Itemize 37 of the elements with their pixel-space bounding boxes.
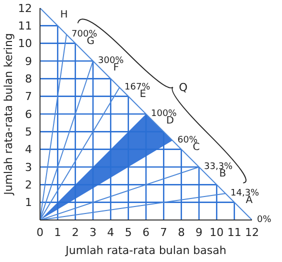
annotation: G [86,36,94,47]
x-tick-label: 6 [142,226,150,239]
y-tick-label: 1 [25,196,32,210]
x-tick-label: 7 [160,226,168,239]
y-tick-label: 3 [25,160,32,174]
y-tick-label: 8 [25,72,32,86]
y-tick-label: 12 [18,2,32,15]
x-tick-label: 2 [72,226,79,239]
annotation: A [246,194,253,206]
x-tick-label: 0 [36,226,44,239]
x-axis-title: Jumlah rata-rata bulan basah [64,244,226,257]
x-tick-label: 10 [210,226,224,239]
x-tick-label: 3 [90,226,96,239]
x-tick-label: 12 [245,226,259,239]
y-tick-label: 7 [25,90,32,104]
x-tick-label: 4 [107,226,114,239]
annotation: H [60,9,68,20]
y-tick-label: 11 [18,20,32,33]
x-tick-label: 9 [196,226,202,239]
x-tick-label: 1 [54,226,62,239]
annotation: F [113,62,120,74]
y-tick-label: 2 [25,178,32,192]
y-tick-label: 9 [25,54,32,68]
annotation: B [219,168,226,180]
annotation: 0% [257,215,272,225]
annotation: Q [178,81,188,94]
y-axis-title: Jumlah rata-rata bulan kering [2,33,15,196]
y-tick-label: 6 [25,108,32,121]
annotation: D [166,115,174,126]
annotation: C [192,142,200,153]
x-tick-label: 8 [178,226,185,239]
annotation: E [140,88,146,100]
y-tick-label: 5 [25,126,32,139]
x-tick-label: 11 [227,226,242,239]
x-tick-label: 5 [124,226,132,239]
y-tick-label: 4 [25,143,32,156]
y-tick-label: 10 [18,37,32,50]
